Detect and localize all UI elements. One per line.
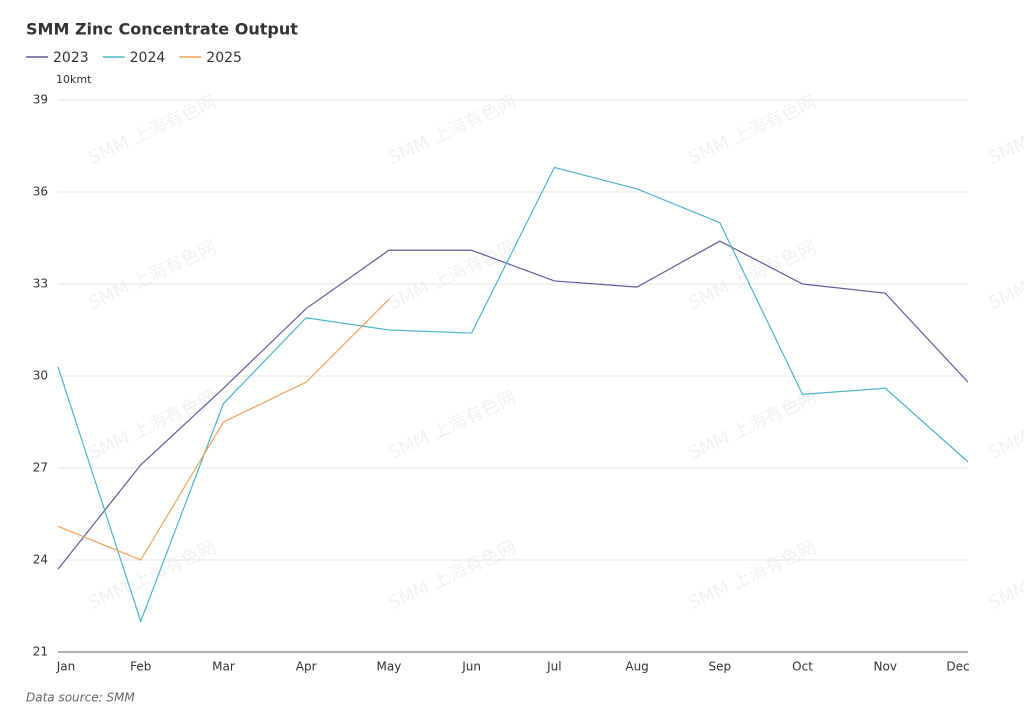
legend-label: 2023 xyxy=(53,50,89,66)
x-tick-label: May xyxy=(377,660,402,674)
x-tick-label: Jan xyxy=(56,660,76,674)
chart-title: SMM Zinc Concentrate Output xyxy=(26,20,298,39)
watermark: SMM 上海有色网 xyxy=(685,537,819,614)
watermark: SMM 上海有色网 xyxy=(985,92,1024,169)
watermark: SMM 上海有色网 xyxy=(685,237,819,314)
watermark: SMM 上海有色网 xyxy=(685,92,819,169)
x-tick-label: Oct xyxy=(792,660,813,674)
watermark: SMM 上海有色网 xyxy=(85,387,219,464)
x-tick-label: Nov xyxy=(874,660,897,674)
x-tick-label: Dec xyxy=(946,660,969,674)
watermark: SMM 上海有色网 xyxy=(85,237,219,314)
series-line xyxy=(57,166,969,624)
y-tick-label: 30 xyxy=(33,369,48,383)
watermark: SMM 上海有色网 xyxy=(985,387,1024,464)
y-tick-label: 24 xyxy=(33,553,48,567)
x-tick-label: Mar xyxy=(212,660,235,674)
x-tick-label: Sep xyxy=(709,660,732,674)
x-tick-label: Apr xyxy=(296,660,317,674)
y-tick-label: 36 xyxy=(33,185,48,199)
watermark: SMM 上海有色网 xyxy=(985,537,1024,614)
series-line xyxy=(57,298,390,561)
watermark: SMM 上海有色网 xyxy=(85,92,219,169)
watermark: SMM 上海有色网 xyxy=(385,92,519,169)
watermark: SMM 上海有色网 xyxy=(385,537,519,614)
series-line xyxy=(57,240,969,570)
x-tick-label: Jun xyxy=(461,660,481,674)
watermark: SMM 上海有色网 xyxy=(685,387,819,464)
x-tick-label: Jul xyxy=(546,660,561,674)
x-tick-label: Aug xyxy=(625,660,648,674)
watermark: SMM 上海有色网 xyxy=(985,237,1024,314)
x-tick-label: Feb xyxy=(130,660,151,674)
y-tick-label: 27 xyxy=(33,461,48,475)
watermark: SMM 上海有色网 xyxy=(385,237,519,314)
watermark: SMM 上海有色网 xyxy=(85,537,219,614)
source: Data source: SMM xyxy=(26,691,135,705)
y-tick-label: 21 xyxy=(33,645,48,659)
y-tick-label: 39 xyxy=(33,93,48,107)
legend-label: 2024 xyxy=(130,50,166,66)
y-tick-label: 33 xyxy=(33,277,48,291)
watermark: SMM 上海有色网 xyxy=(385,387,519,464)
legend-label: 2025 xyxy=(206,50,242,66)
y-axis-label: 10kmt xyxy=(56,73,92,86)
